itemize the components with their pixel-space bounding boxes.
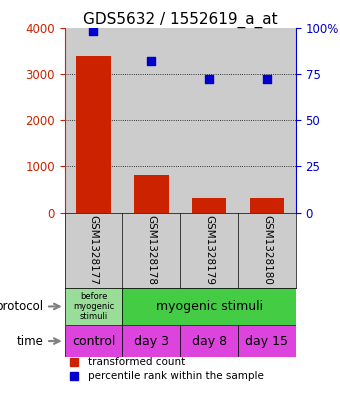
Text: protocol: protocol [0,300,44,313]
Bar [250,198,284,213]
Text: before
myogenic
stimuli: before myogenic stimuli [73,292,114,321]
Point [91,28,96,34]
Bar [65,325,122,357]
Bar [192,198,226,213]
Bar [180,325,238,357]
Bar [122,288,296,325]
Title: GDS5632 / 1552619_a_at: GDS5632 / 1552619_a_at [83,11,277,28]
Text: transformed count: transformed count [88,357,185,367]
Text: time: time [17,334,44,347]
Text: percentile rank within the sample: percentile rank within the sample [88,371,264,381]
Bar [238,325,296,357]
Text: GSM1328179: GSM1328179 [204,215,214,285]
Text: GSM1328180: GSM1328180 [262,215,272,285]
Bar [122,325,180,357]
Bar [134,175,169,213]
Text: GSM1328178: GSM1328178 [146,215,156,285]
Point [149,58,154,64]
Text: day 8: day 8 [191,334,227,347]
Point [206,76,212,83]
Text: myogenic stimuli: myogenic stimuli [155,300,263,313]
Point [264,76,270,83]
Bar [65,288,122,325]
Text: control: control [72,334,115,347]
Text: GSM1328177: GSM1328177 [88,215,99,285]
Text: day 15: day 15 [245,334,288,347]
Text: day 3: day 3 [134,334,169,347]
Bar [76,56,111,213]
